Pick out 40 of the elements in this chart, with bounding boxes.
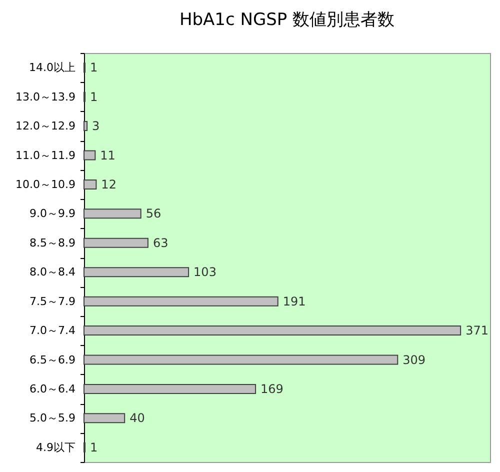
y-tick-label: 5.0～5.9 — [30, 412, 76, 425]
data-label: 40 — [130, 411, 145, 426]
data-label: 1 — [90, 90, 98, 104]
data-label: 11 — [100, 148, 116, 162]
y-tick-label: 9.0～9.9 — [30, 207, 76, 220]
y-tick-label: 12.0～12.9 — [16, 120, 76, 133]
y-tick-label: 7.0～7.4 — [30, 324, 76, 338]
bar — [84, 296, 278, 306]
data-label: 103 — [194, 265, 216, 280]
bar — [84, 121, 88, 132]
chart-title: HbA1c NGSP 数値別患者数 — [179, 10, 395, 30]
y-tick-label: 14.0以上 — [29, 61, 76, 74]
data-label: 63 — [152, 236, 168, 250]
bar — [84, 238, 148, 248]
data-label: 309 — [402, 352, 426, 367]
bar — [84, 326, 462, 336]
y-tick-label: 6.5～6.9 — [30, 353, 76, 366]
bar — [84, 413, 126, 424]
y-tick-label: 4.9以下 — [36, 440, 76, 454]
y-tick-label: 10.0～10.9 — [16, 178, 76, 191]
bar — [84, 208, 142, 219]
y-tick-label: 8.0～8.4 — [30, 266, 76, 279]
y-tick-label: 6.0～6.4 — [30, 382, 76, 396]
bar — [84, 150, 96, 160]
data-label: 12 — [101, 177, 116, 192]
data-label: 191 — [282, 294, 306, 308]
bar — [84, 354, 398, 365]
bar — [84, 179, 97, 190]
data-label: 1 — [90, 440, 98, 454]
data-label: 1 — [90, 60, 98, 75]
bar — [84, 267, 190, 278]
data-label: 3 — [92, 119, 100, 134]
y-tick-label: 7.5～7.9 — [30, 294, 76, 308]
data-label: 371 — [466, 324, 488, 338]
data-label: 56 — [146, 206, 162, 221]
bar — [84, 384, 256, 394]
data-label: 169 — [260, 382, 284, 396]
y-tick-label: 11.0～11.9 — [16, 148, 76, 162]
y-tick-label: 13.0～13.9 — [16, 90, 76, 104]
y-tick-label: 8.5～8.9 — [30, 236, 76, 250]
